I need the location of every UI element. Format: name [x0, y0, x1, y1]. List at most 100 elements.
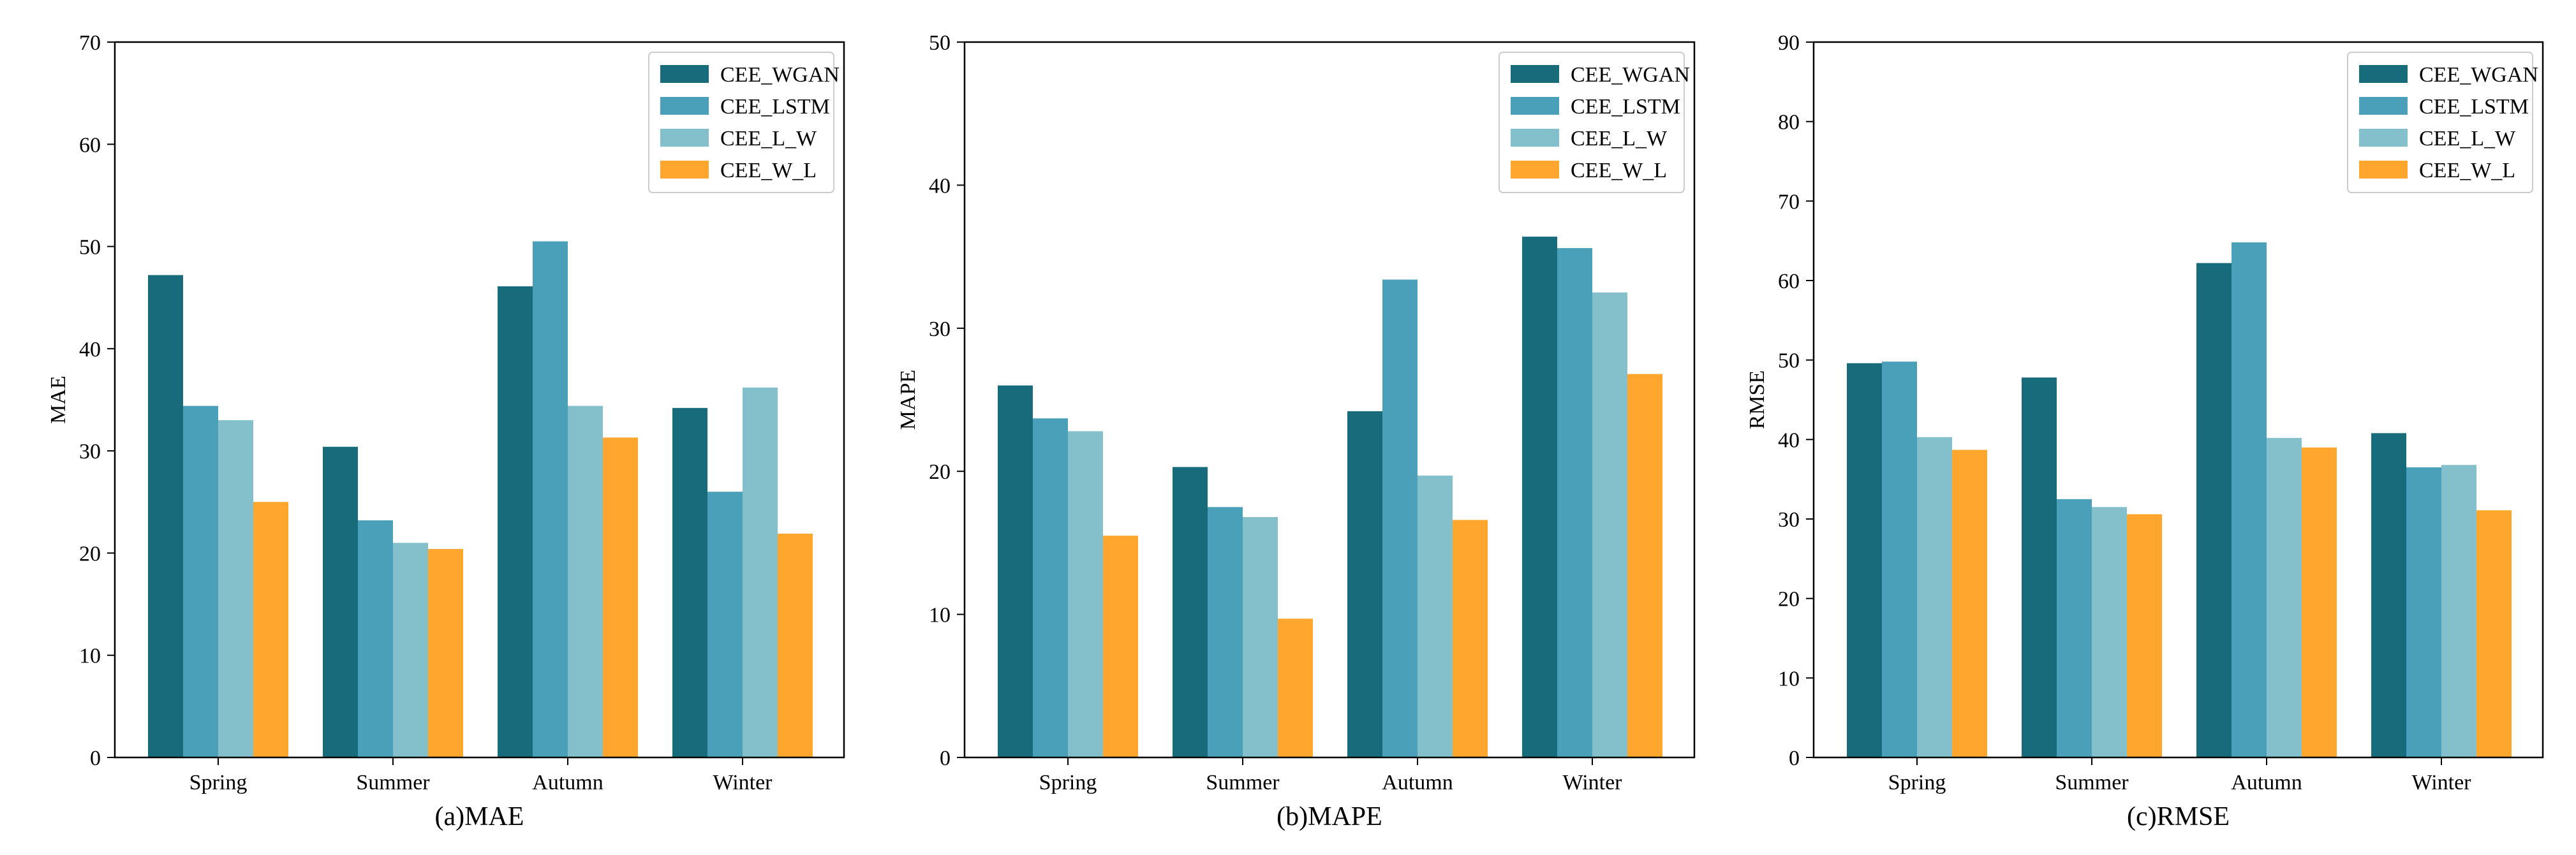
y-tick-label: 10 [929, 604, 951, 627]
legend-label: CEE_L_W [720, 127, 817, 150]
legend-label: CEE_WGAN [1571, 63, 1690, 87]
y-tick-label: 50 [1778, 349, 1800, 373]
bar-cee-l-w-winter [2441, 465, 2476, 757]
chart-panel-1: Spring Summer Autumn Winter 0 10 20 30 40 50 60 70 M… [47, 31, 845, 831]
bar-cee-lstm-summer [1208, 507, 1243, 757]
bar-cee-lstm-winter [1557, 248, 1592, 757]
bar-cee-wgan-autumn [498, 286, 533, 757]
legend-label: CEE_WGAN [2419, 63, 2538, 87]
bar-cee-w-l-summer [2127, 514, 2162, 757]
x-tick-label: Spring [1039, 771, 1097, 794]
bar-cee-lstm-spring [1033, 418, 1068, 757]
bar-cee-lstm-winter [707, 492, 743, 757]
plot-frame [114, 41, 845, 759]
bar-cee-w-l-autumn [1453, 520, 1488, 757]
chart-panel-2: Spring Summer Autumn Winter 0 10 20 30 40 50 MAPE (… [896, 31, 1696, 831]
chart-panel-3: Spring Summer Autumn Winter 0 10 20 30 40 50 60 70 8… [1745, 31, 2544, 831]
bar-cee-lstm-summer [358, 520, 393, 757]
chart-caption: (a)MAE [435, 802, 524, 831]
bar-cee-w-l-autumn [2302, 447, 2337, 757]
x-tick-label: Winter [2411, 771, 2471, 794]
legend-label: CEE_LSTM [1571, 95, 1680, 119]
bar-cee-lstm-autumn [2232, 242, 2267, 757]
legend: CEE_WGAN CEE_LSTM CEE_L_W CEE_W_L [2347, 52, 2538, 193]
bar-cee-wgan-autumn [1347, 411, 1382, 757]
bar-cee-w-l-spring [1103, 536, 1138, 757]
bar-cee-w-l-winter [1627, 374, 1662, 757]
bar-cee-l-w-winter [743, 387, 778, 757]
bar-cee-wgan-winter [672, 407, 707, 757]
legend-swatch [1511, 97, 1559, 115]
legend-swatch [1511, 129, 1559, 147]
y-tick-label: 0 [1789, 747, 1800, 770]
bar-cee-l-w-spring [218, 420, 253, 757]
y-axis-label: MAE [47, 376, 70, 424]
y-tick-label: 50 [79, 236, 101, 259]
bar-cee-wgan-spring [1847, 363, 1882, 757]
legend: CEE_WGAN CEE_LSTM CEE_L_W CEE_W_L [648, 52, 840, 193]
legend-label: CEE_W_L [2419, 159, 2515, 182]
y-axis-label: RMSE [1745, 370, 1769, 430]
bar-cee-lstm-summer [2057, 499, 2092, 757]
legend-label: CEE_W_L [1571, 159, 1667, 182]
bar-cee-l-w-autumn [1418, 475, 1453, 757]
legend-swatch [660, 97, 709, 115]
bar-cee-l-w-summer [2092, 507, 2127, 757]
x-tick-label: Spring [189, 771, 248, 794]
bar-cee-wgan-autumn [2196, 263, 2232, 757]
y-tick-label: 50 [929, 31, 951, 55]
bar-cee-wgan-winter [1522, 237, 1557, 758]
y-tick-label: 10 [79, 645, 101, 668]
legend-swatch [2359, 65, 2408, 83]
chart-caption: (c)RMSE [2127, 802, 2230, 831]
x-tick-label: Winter [713, 771, 773, 794]
bar-cee-wgan-summer [1173, 467, 1208, 757]
legend-label: CEE_LSTM [720, 95, 830, 119]
bar-cee-w-l-spring [1952, 449, 1987, 757]
bar-cee-wgan-summer [323, 446, 358, 757]
legend-swatch [660, 161, 709, 179]
bar-cee-w-l-winter [778, 533, 813, 757]
x-tick-label: Summer [356, 771, 430, 794]
legend-box [1499, 52, 1685, 193]
plot-frame [963, 41, 1696, 759]
y-tick-label: 60 [79, 133, 101, 157]
bar-cee-l-w-winter [1592, 292, 1627, 757]
bar-cee-w-l-summer [428, 549, 463, 757]
x-tick-label: Summer [2055, 771, 2129, 794]
y-tick-label: 0 [940, 747, 951, 770]
bar-cee-w-l-autumn [603, 437, 638, 757]
y-tick-label: 60 [1778, 270, 1800, 293]
y-tick-label: 0 [90, 747, 101, 770]
y-tick-label: 40 [929, 174, 951, 198]
y-tick-label: 70 [1778, 190, 1800, 214]
x-tick-label: Winter [1562, 771, 1622, 794]
legend-swatch [660, 65, 709, 83]
bar-cee-w-l-winter [2476, 510, 2512, 757]
legend-swatch [2359, 161, 2408, 179]
bar-cee-l-w-summer [393, 543, 428, 757]
legend-swatch [2359, 129, 2408, 147]
x-tick-label: Autumn [1382, 771, 1453, 794]
y-tick-label: 70 [79, 31, 101, 55]
legend-swatch [2359, 97, 2408, 115]
legend-label: CEE_L_W [1571, 127, 1668, 150]
legend-label: CEE_W_L [720, 159, 817, 182]
x-tick-label: Spring [1888, 771, 1946, 794]
bar-cee-wgan-summer [2022, 377, 2057, 757]
legend-label: CEE_WGAN [720, 63, 840, 87]
legend-swatch [1511, 65, 1559, 83]
x-tick-label: Summer [1206, 771, 1280, 794]
y-tick-label: 20 [79, 542, 101, 566]
bar-cee-lstm-winter [2406, 467, 2441, 757]
bar-cee-lstm-spring [183, 406, 218, 757]
y-tick-label: 40 [1778, 428, 1800, 452]
y-tick-label: 30 [1778, 508, 1800, 532]
legend-swatch [660, 129, 709, 147]
bar-cee-l-w-autumn [568, 406, 603, 757]
y-tick-label: 80 [1778, 111, 1800, 135]
bar-cee-w-l-summer [1278, 618, 1313, 757]
bar-cee-wgan-spring [998, 385, 1033, 757]
bar-cee-lstm-autumn [533, 241, 568, 757]
